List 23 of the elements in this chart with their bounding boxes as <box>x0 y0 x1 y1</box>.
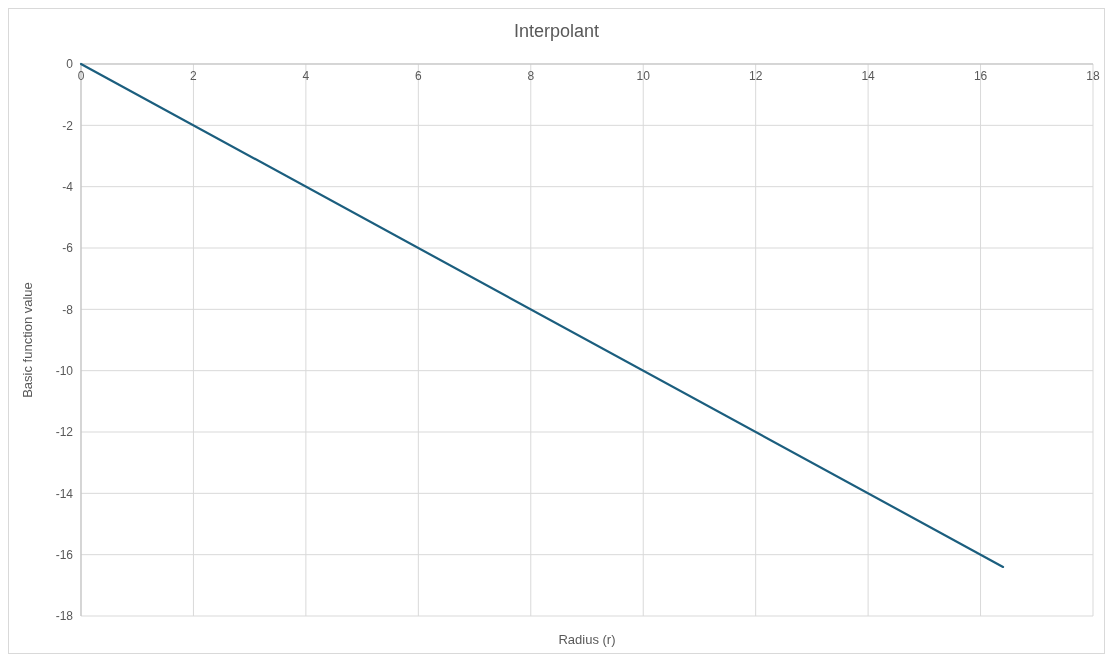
x-tick-label: 2 <box>190 69 198 83</box>
chart-title: Interpolant <box>513 21 600 41</box>
x-tick-label: 18 <box>1086 69 1100 83</box>
x-tick-label: 10 <box>636 69 651 83</box>
y-axis-title: Basic function value <box>20 282 35 398</box>
y-tick-label: -16 <box>55 547 74 562</box>
x-tick-label: 4 <box>302 69 310 83</box>
x-tick-label: 16 <box>973 69 988 83</box>
x-axis-title: Radius (r) <box>558 632 616 647</box>
x-tick-label: 8 <box>527 69 535 83</box>
y-tick-label: 0 <box>66 57 74 72</box>
y-tick-label: -2 <box>62 118 74 133</box>
x-tick-label: 12 <box>748 69 763 83</box>
y-tick-label: -12 <box>55 425 74 440</box>
x-tick-label: 6 <box>414 69 422 83</box>
y-tick-label: -6 <box>62 241 74 256</box>
x-tick-label: 14 <box>861 69 876 83</box>
y-tick-label: -10 <box>55 363 74 378</box>
y-tick-label: -8 <box>62 302 74 317</box>
y-tick-label: -4 <box>62 179 74 194</box>
y-tick-label: -18 <box>55 609 74 624</box>
y-tick-label: -14 <box>55 486 74 501</box>
x-tick-label: 0 <box>77 69 85 83</box>
